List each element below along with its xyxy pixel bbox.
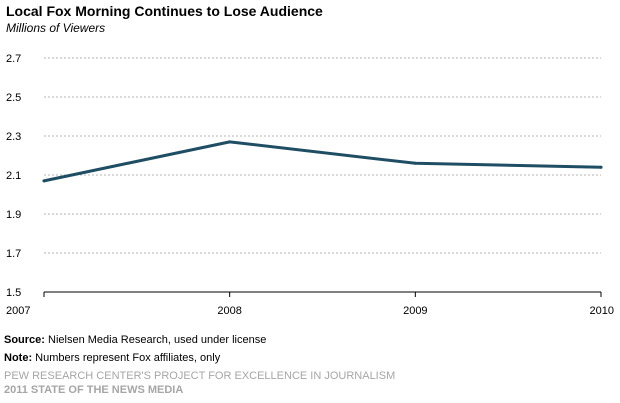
line-chart: 1.5 1.7 1.9 2.1 2.3 2.5 2.7 2007 2008 2009 2010: [6, 53, 614, 317]
data-point: [599, 165, 603, 169]
chart-note: Note: Numbers represent Fox affiliates, …: [4, 352, 220, 364]
series-line: [42, 140, 603, 183]
y-tick-label: 1.5: [6, 287, 21, 299]
x-tick-label: 2009: [403, 305, 427, 317]
note-text: Numbers represent Fox affiliates, only: [35, 352, 221, 364]
data-point: [228, 140, 232, 144]
y-tick-label: 2.1: [6, 170, 21, 182]
y-tick-label: 2.7: [6, 53, 21, 65]
x-tick-label: 2010: [590, 305, 614, 317]
report-credit: 2011 STATE OF THE NEWS MEDIA: [4, 384, 184, 396]
chart-subtitle: Millions of Viewers: [6, 21, 106, 35]
source-label: Source:: [4, 334, 45, 346]
source-text: Nielsen Media Research, used under licen…: [48, 334, 267, 346]
chart-title: Local Fox Morning Continues to Lose Audi…: [6, 3, 323, 19]
x-tick-label: 2008: [217, 305, 241, 317]
organization-credit: PEW RESEARCH CENTER'S PROJECT FOR EXCELL…: [4, 370, 396, 382]
data-point: [413, 161, 417, 165]
y-tick-label: 2.5: [6, 92, 21, 104]
source-note: Source: Nielsen Media Research, used und…: [4, 334, 266, 346]
data-point: [42, 179, 46, 183]
y-tick-label: 2.3: [6, 131, 21, 143]
x-tick-label: 2007: [6, 305, 30, 317]
y-tick-label: 1.7: [6, 248, 21, 260]
y-tick-label: 1.9: [6, 209, 21, 221]
note-label: Note:: [4, 352, 33, 364]
